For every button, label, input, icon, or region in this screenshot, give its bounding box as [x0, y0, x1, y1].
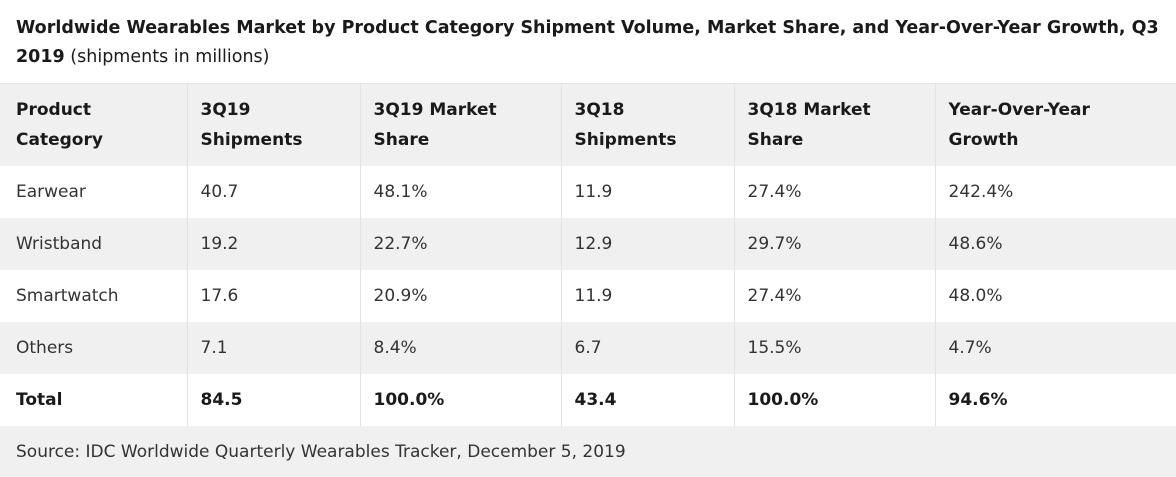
cell-3q18-share: 15.5%: [734, 322, 936, 374]
cell-3q18-share: 27.4%: [734, 270, 936, 322]
table-row: Smartwatch 17.6 20.9% 11.9 27.4% 48.0%: [0, 270, 1176, 322]
cell-category: Total: [0, 374, 188, 426]
table-row: Others 7.1 8.4% 6.7 15.5% 4.7%: [0, 322, 1176, 374]
col-header-yoy-growth: Year-Over-Year Growth: [935, 84, 1176, 166]
cell-3q19-shipments: 17.6: [187, 270, 361, 322]
table-row: Earwear 40.7 48.1% 11.9 27.4% 242.4%: [0, 166, 1176, 218]
cell-3q19-share: 8.4%: [360, 322, 562, 374]
table-subtitle: (shipments in millions): [70, 47, 270, 67]
data-table: Product Category 3Q19 Shipments 3Q19 Mar…: [0, 84, 1176, 426]
total-row: Total 84.5 100.0% 43.4 100.0% 94.6%: [0, 374, 1176, 426]
cell-category: Others: [0, 322, 188, 374]
col-header-3q18-market-share: 3Q18 Market Share: [734, 84, 936, 166]
cell-3q18-shipments: 43.4: [561, 374, 735, 426]
cell-3q18-shipments: 12.9: [561, 218, 735, 270]
cell-category: Earwear: [0, 166, 188, 218]
cell-yoy-growth: 4.7%: [935, 322, 1176, 374]
cell-yoy-growth: 48.6%: [935, 218, 1176, 270]
col-header-3q18-shipments: 3Q18 Shipments: [561, 84, 735, 166]
table-caption: Worldwide Wearables Market by Product Ca…: [0, 0, 1176, 84]
cell-yoy-growth: 242.4%: [935, 166, 1176, 218]
table-title: Worldwide Wearables Market by Product Ca…: [16, 18, 1159, 67]
cell-category: Smartwatch: [0, 270, 188, 322]
cell-3q19-share: 20.9%: [360, 270, 562, 322]
col-header-3q19-market-share: 3Q19 Market Share: [360, 84, 562, 166]
cell-3q18-share: 27.4%: [734, 166, 936, 218]
col-header-3q19-shipments: 3Q19 Shipments: [187, 84, 361, 166]
cell-3q18-share: 100.0%: [734, 374, 936, 426]
cell-3q18-shipments: 6.7: [561, 322, 735, 374]
cell-3q18-shipments: 11.9: [561, 166, 735, 218]
table-row: Wristband 19.2 22.7% 12.9 29.7% 48.6%: [0, 218, 1176, 270]
cell-3q19-share: 48.1%: [360, 166, 562, 218]
source-note: Source: IDC Worldwide Quarterly Wearable…: [0, 426, 1176, 477]
cell-3q19-shipments: 19.2: [187, 218, 361, 270]
cell-3q19-share: 100.0%: [360, 374, 562, 426]
cell-3q18-share: 29.7%: [734, 218, 936, 270]
cell-3q19-shipments: 84.5: [187, 374, 361, 426]
cell-category: Wristband: [0, 218, 188, 270]
cell-yoy-growth: 94.6%: [935, 374, 1176, 426]
cell-3q19-shipments: 7.1: [187, 322, 361, 374]
cell-yoy-growth: 48.0%: [935, 270, 1176, 322]
cell-3q19-shipments: 40.7: [187, 166, 361, 218]
cell-3q18-shipments: 11.9: [561, 270, 735, 322]
col-header-product-category: Product Category: [0, 84, 188, 166]
header-row: Product Category 3Q19 Shipments 3Q19 Mar…: [0, 84, 1176, 166]
cell-3q19-share: 22.7%: [360, 218, 562, 270]
